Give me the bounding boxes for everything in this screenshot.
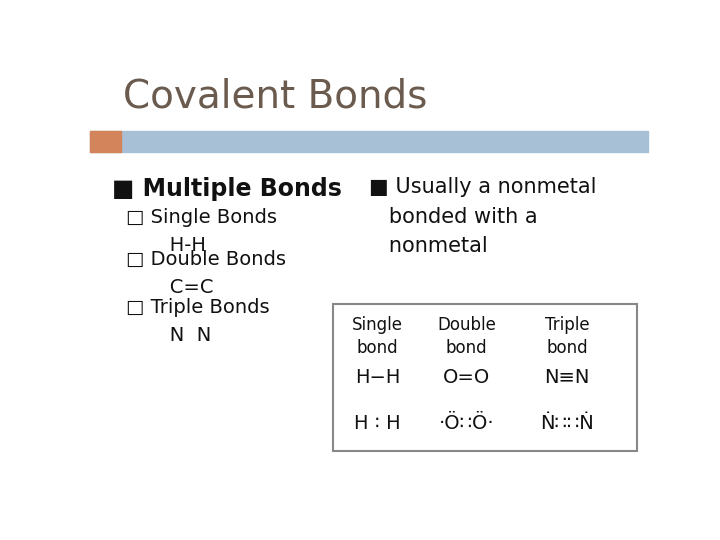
Text: ■ Usually a nonmetal
   bonded with a
   nonmetal: ■ Usually a nonmetal bonded with a nonme…	[369, 177, 596, 256]
Text: □ Triple Bonds
       N  N: □ Triple Bonds N N	[126, 298, 270, 345]
Text: Single
bond: Single bond	[352, 316, 403, 356]
Text: Double
bond: Double bond	[437, 316, 496, 356]
Text: ·Ö∷Ö·: ·Ö∷Ö·	[438, 414, 495, 433]
Text: O=O: O=O	[443, 368, 490, 387]
Bar	[90, 131, 648, 152]
Text: Ṅ∷∷Ṅ: Ṅ∷∷Ṅ	[540, 414, 594, 433]
Text: N≡N: N≡N	[544, 368, 590, 387]
Text: □ Double Bonds
       C=C: □ Double Bonds C=C	[126, 250, 287, 297]
Text: ■ Multiple Bonds: ■ Multiple Bonds	[112, 177, 342, 201]
Text: □ Single Bonds
       H-H: □ Single Bonds H-H	[126, 208, 277, 255]
Text: H ∶ H: H ∶ H	[354, 414, 401, 433]
Text: H−H: H−H	[355, 368, 400, 387]
Text: Covalent Bonds: Covalent Bonds	[124, 77, 428, 115]
Bar	[333, 304, 636, 451]
Bar	[90, 131, 121, 152]
Text: Triple
bond: Triple bond	[545, 316, 590, 356]
